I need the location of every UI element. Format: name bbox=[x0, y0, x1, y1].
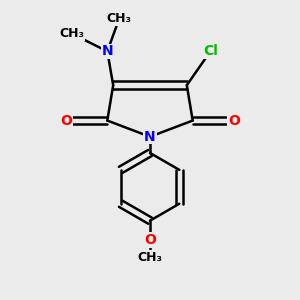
Text: N: N bbox=[101, 44, 113, 58]
Text: O: O bbox=[144, 233, 156, 247]
Text: Cl: Cl bbox=[203, 44, 218, 58]
Text: CH₃: CH₃ bbox=[137, 251, 163, 264]
Text: O: O bbox=[60, 114, 72, 128]
Text: CH₃: CH₃ bbox=[106, 13, 132, 26]
Text: O: O bbox=[228, 114, 240, 128]
Text: N: N bbox=[144, 130, 156, 144]
Text: CH₃: CH₃ bbox=[59, 27, 85, 40]
